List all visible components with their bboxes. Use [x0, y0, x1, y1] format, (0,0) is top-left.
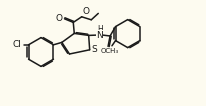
Text: O: O	[55, 14, 62, 23]
Text: O: O	[105, 48, 112, 57]
Text: Cl: Cl	[12, 40, 21, 49]
Text: O: O	[83, 7, 90, 16]
Text: S: S	[91, 45, 97, 54]
Text: OCH₃: OCH₃	[101, 48, 119, 54]
Text: N: N	[96, 31, 103, 40]
Text: H: H	[97, 25, 103, 34]
